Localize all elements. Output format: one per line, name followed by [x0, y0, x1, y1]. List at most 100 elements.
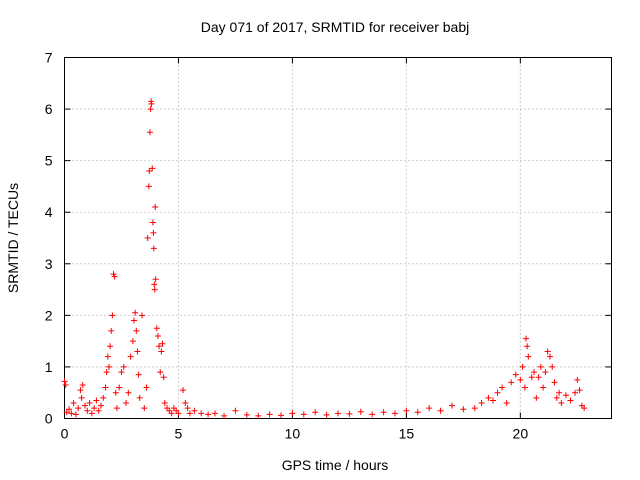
data-point	[107, 343, 114, 350]
data-point	[485, 394, 492, 401]
data-point	[148, 100, 155, 107]
data-point	[77, 387, 84, 394]
data-point	[503, 400, 510, 407]
data-point	[146, 167, 153, 174]
data-point	[460, 406, 467, 413]
data-point	[70, 400, 77, 407]
data-point	[300, 411, 307, 418]
data-point	[531, 369, 538, 376]
data-point	[517, 376, 524, 383]
data-point	[88, 410, 95, 417]
x-tick-label: 10	[285, 426, 301, 442]
data-point	[100, 394, 107, 401]
data-point	[553, 394, 560, 401]
data-point	[255, 412, 262, 419]
data-points	[61, 98, 588, 419]
data-point	[540, 384, 547, 391]
data-point	[533, 394, 540, 401]
data-point	[312, 409, 319, 416]
data-point	[380, 409, 387, 416]
data-point	[243, 411, 250, 418]
data-point	[125, 389, 132, 396]
data-point	[278, 412, 285, 419]
data-point	[175, 410, 182, 417]
data-point	[546, 353, 553, 360]
data-point	[198, 410, 205, 417]
y-tick-label: 6	[45, 101, 53, 117]
y-tick-label: 3	[45, 256, 53, 272]
data-point	[112, 389, 119, 396]
data-point	[82, 402, 89, 409]
data-point	[72, 411, 79, 418]
data-point	[478, 400, 485, 407]
data-point	[542, 369, 549, 376]
data-point	[75, 405, 82, 412]
data-point	[153, 325, 160, 332]
data-point	[141, 405, 148, 412]
data-point	[369, 411, 376, 418]
data-point	[134, 348, 141, 355]
data-point	[523, 335, 530, 342]
data-point	[221, 412, 228, 419]
data-point	[63, 409, 70, 416]
data-point	[150, 245, 157, 252]
data-point	[149, 219, 156, 226]
data-point	[494, 389, 501, 396]
data-point	[135, 371, 142, 378]
data-point	[144, 235, 151, 241]
data-point	[537, 363, 544, 370]
data-point	[66, 406, 73, 413]
x-tick-label: 5	[175, 426, 183, 442]
data-point	[499, 384, 506, 391]
y-tick-label: 5	[45, 153, 53, 169]
data-point	[524, 343, 531, 350]
data-point	[576, 387, 583, 394]
data-point	[525, 353, 532, 360]
x-tick-label: 15	[399, 426, 415, 442]
y-tick-label: 2	[45, 307, 53, 323]
data-point	[103, 369, 110, 376]
data-point	[357, 408, 364, 415]
data-point	[581, 405, 588, 412]
y-tick-label: 4	[45, 204, 53, 220]
data-point	[78, 394, 85, 401]
data-point	[154, 332, 161, 339]
data-point	[191, 407, 198, 414]
data-point	[123, 400, 130, 407]
data-point	[150, 229, 157, 236]
data-point	[86, 400, 93, 407]
data-point	[132, 309, 139, 316]
data-point	[97, 402, 104, 409]
data-point	[232, 407, 239, 414]
data-point	[104, 353, 111, 360]
data-point	[61, 378, 68, 385]
data-point	[152, 276, 159, 283]
data-point	[156, 343, 163, 350]
data-point	[146, 129, 153, 136]
data-point	[572, 389, 579, 396]
data-point	[489, 397, 496, 404]
data-point	[184, 405, 191, 412]
x-tick-label: 20	[513, 426, 529, 442]
data-point	[129, 338, 136, 345]
data-point	[567, 397, 574, 404]
x-tick-label: 0	[61, 426, 69, 442]
data-point	[102, 384, 109, 391]
data-point	[158, 348, 165, 355]
data-point	[110, 271, 117, 278]
data-point	[544, 348, 551, 355]
data-point	[149, 165, 156, 172]
data-point	[211, 410, 218, 417]
data-point	[437, 407, 444, 414]
data-point	[574, 376, 581, 383]
data-point	[84, 407, 91, 414]
data-point	[109, 312, 116, 319]
data-point	[133, 327, 140, 334]
data-point	[512, 371, 519, 378]
data-point	[323, 411, 330, 418]
data-point	[152, 204, 159, 211]
chart-title: Day 071 of 2017, SRMTID for receiver bab…	[201, 19, 469, 35]
data-point	[105, 363, 112, 370]
data-point	[159, 340, 166, 347]
data-point	[519, 363, 526, 370]
